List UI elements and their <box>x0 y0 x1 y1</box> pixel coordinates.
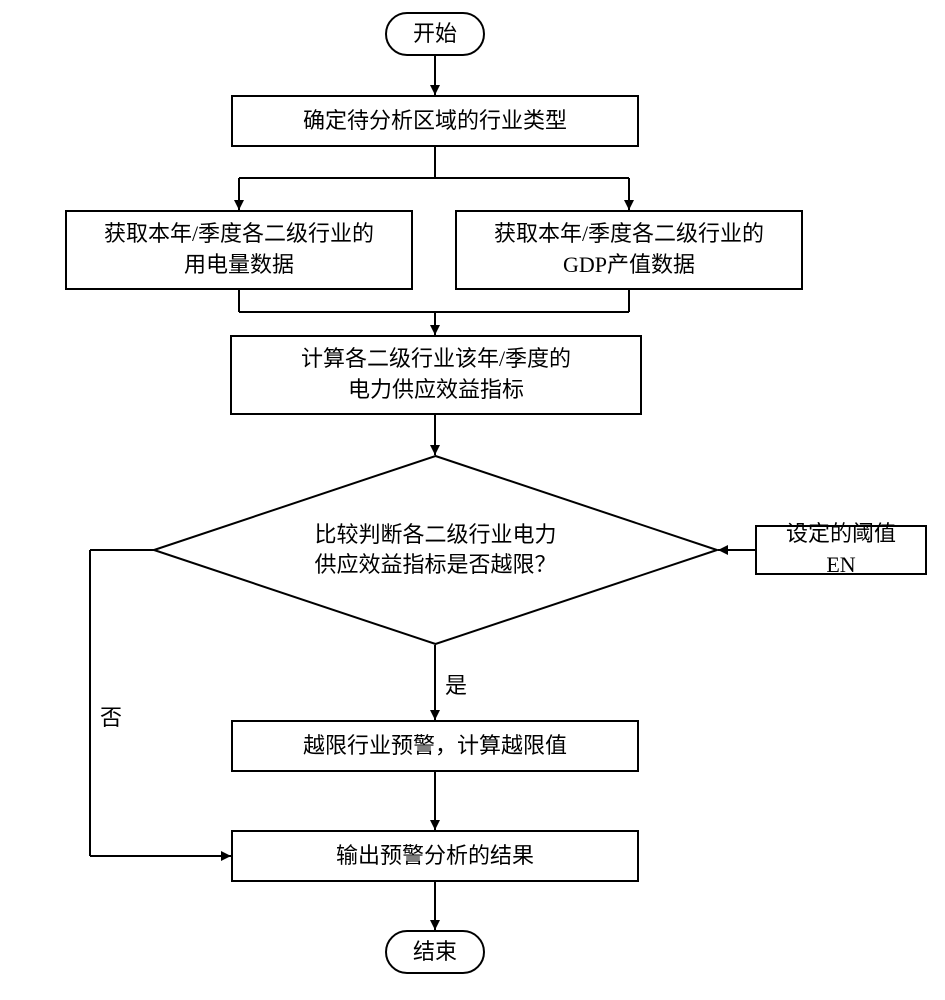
flow-decision-label: 比较判断各二级行业电力 供应效益指标是否越限？ <box>314 520 556 579</box>
flow-node-label: 确定待分析区域的行业类型 <box>303 106 567 137</box>
flow-start-label: 开始 <box>413 19 457 50</box>
flow-end-label: 结束 <box>413 937 457 968</box>
flow-node-label: 获取本年/季度各二级行业的 GDP产值数据 <box>494 219 764 281</box>
flow-node-label: 获取本年/季度各二级行业的 用电量数据 <box>104 219 374 281</box>
flow-node-get-electricity-data: 获取本年/季度各二级行业的 用电量数据 <box>65 210 413 290</box>
flow-node-label: 设定的阈值EN <box>775 519 907 581</box>
flow-node-get-gdp-data: 获取本年/季度各二级行业的 GDP产值数据 <box>455 210 803 290</box>
flow-node-label: 计算各二级行业该年/季度的 电力供应效益指标 <box>301 344 571 406</box>
flow-node-exceed-warning: 越限行业预警，计算越限值 <box>231 720 639 772</box>
flow-node-calc-efficiency: 计算各二级行业该年/季度的 电力供应效益指标 <box>230 335 642 415</box>
flow-end: 结束 <box>385 930 485 974</box>
flow-node-label: 越限行业预警，计算越限值 <box>303 731 567 762</box>
flow-node-determine-industry: 确定待分析区域的行业类型 <box>231 95 639 147</box>
flow-start: 开始 <box>385 12 485 56</box>
flow-node-threshold: 设定的阈值EN <box>755 525 927 575</box>
edge-label-yes: 是 <box>445 668 467 700</box>
flow-decision-exceed-limit: 比较判断各二级行业电力 供应效益指标是否越限？ <box>153 455 718 645</box>
flow-node-label: 输出预警分析的结果 <box>336 841 534 872</box>
flow-node-output-result: 输出预警分析的结果 <box>231 830 639 882</box>
edge-label-no: 否 <box>100 700 122 732</box>
